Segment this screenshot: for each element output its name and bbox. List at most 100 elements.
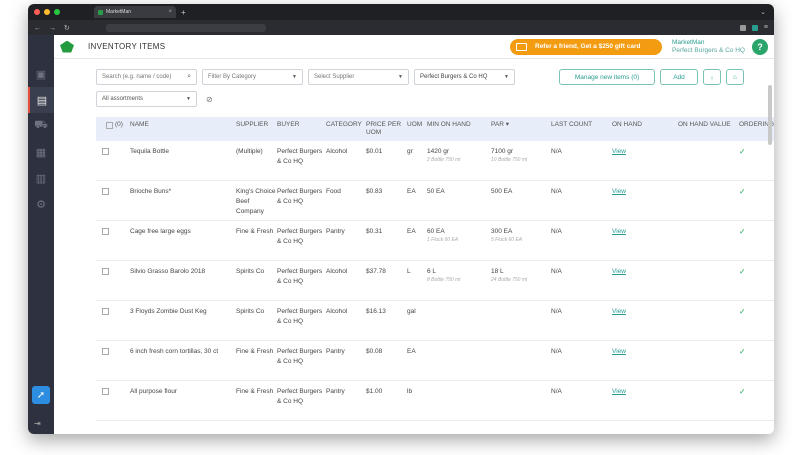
download-icon[interactable]: ↓ [703,69,721,85]
search-input[interactable]: Search (e.g. name / code) ⌕ [96,69,197,85]
item-price: $0.01 [366,148,383,155]
manage-new-items-button[interactable]: Manage new items (0) [559,69,655,85]
scrollbar[interactable] [768,85,772,145]
rocket-icon[interactable]: ➚ [32,386,50,404]
sidebar-recipes-icon[interactable]: ▦ [35,146,47,159]
item-name[interactable]: 3 Floyds Zombie Dust Keg [130,308,207,315]
view-on-hand-link[interactable]: View [612,308,626,315]
marketman-logo-icon[interactable] [60,40,74,53]
table-row[interactable]: Silvio Grasso Barolo 2018 Spirits Co Per… [96,261,774,301]
ordering-check-icon[interactable]: ✓ [739,227,746,236]
address-bar[interactable] [105,23,266,32]
view-on-hand-link[interactable]: View [612,228,626,235]
sidebar-inventory-icon[interactable]: ▤ [28,87,54,113]
sidebar-orders-icon[interactable]: ▣ [35,68,47,81]
ordering-check-icon[interactable]: ✓ [739,187,746,196]
row-checkbox[interactable] [102,148,109,155]
sidebar: ▣ ▤ ⛟ ▦ ▥ ⚙ ➚ ⇥ [28,35,54,434]
row-checkbox[interactable] [102,388,109,395]
select-all-checkbox[interactable] [106,122,113,129]
sidebar-settings-icon[interactable]: ⚙ [36,198,46,211]
extension-grid-icon[interactable] [739,24,746,31]
extension-icon[interactable] [751,24,758,31]
tab-list-chevron-icon[interactable]: ⌄ [760,9,766,16]
view-on-hand-link[interactable]: View [612,348,626,355]
menu-icon[interactable]: ≡ [763,24,768,31]
user-account[interactable]: MarketMan Perfect Burgers & Co HQ [672,39,752,55]
header-uom[interactable]: UOM [407,121,423,128]
refer-label: Refer a friend, Get a $250 gift card [535,43,641,50]
header-on-hand-value[interactable]: ON HAND VALUE [678,121,731,128]
header-category[interactable]: CATEGORY [326,121,362,128]
header-par[interactable]: PAR ▾ [491,121,509,128]
item-name[interactable]: Tequila Bottle [130,148,170,155]
maximize-window-button[interactable] [54,9,60,15]
item-supplier: Spirits Co [236,268,265,275]
table-row[interactable]: Brioche Buns* King's Choice Beef Company… [96,181,774,221]
table-row[interactable]: Tequila Bottle (Multiple) Perfect Burger… [96,141,774,181]
table-row[interactable]: 6 inch fresh corn tortillas, 30 ct Fine … [96,341,774,381]
new-tab-button[interactable]: + [181,7,186,17]
reload-icon[interactable]: ↻ [63,24,70,32]
back-arrow-icon[interactable]: ← [34,24,41,32]
view-on-hand-link[interactable]: View [612,268,626,275]
ordering-check-icon[interactable]: ✓ [739,267,746,276]
tab-close-icon[interactable]: × [168,9,172,15]
education-hat-icon[interactable]: ⌂ [726,69,744,85]
header-on-hand[interactable]: ON HAND [612,121,642,128]
item-last-count: N/A [551,188,562,195]
hidden-eye-icon[interactable]: ⊘ [206,94,213,104]
sidebar-delivery-icon[interactable]: ⛟ [34,119,48,131]
help-icon[interactable]: ? [752,38,768,55]
ordering-check-icon[interactable]: ✓ [739,307,746,316]
ordering-check-icon[interactable]: ✓ [739,147,746,156]
sidebar-reports-icon[interactable]: ▥ [35,172,47,185]
minimize-window-button[interactable] [44,9,50,15]
ordering-check-icon[interactable]: ✓ [739,387,746,396]
row-checkbox[interactable] [102,308,109,315]
header-ordering[interactable]: ORDERING [739,121,774,128]
table-row[interactable]: All purpose flour Fine & Fresh Perfect B… [96,381,774,421]
header-min[interactable]: MIN ON HAND [427,121,471,128]
category-select[interactable]: Filter By Category ▼ [202,69,303,85]
header-buyer[interactable]: BUYER [277,121,300,128]
header-supplier[interactable]: SUPPLIER [236,121,269,128]
expand-sidebar-icon[interactable]: ⇥ [34,419,41,428]
item-par [491,301,551,340]
table-row[interactable]: Cage free large eggs Fine & Fresh Perfec… [96,221,774,261]
item-min: 50 EA [427,181,491,220]
ordering-check-icon[interactable]: ✓ [739,347,746,356]
item-name[interactable]: 6 inch fresh corn tortillas, 30 ct [130,348,219,355]
row-checkbox[interactable] [102,268,109,275]
item-name[interactable]: Silvio Grasso Barolo 2018 [130,268,206,275]
item-last-count: N/A [551,228,562,235]
app-shell: ▣ ▤ ⛟ ▦ ▥ ⚙ ➚ ⇥ INVENTORY ITEMS Refer a … [28,35,774,434]
item-min: 60 EA 1 Flock 60 EA [427,221,491,260]
header-price[interactable]: PRICE PER UOM [366,121,402,136]
assortments-select[interactable]: All assortments ▼ [96,91,197,107]
supplier-select[interactable]: Select Supplier ▼ [308,69,409,85]
buyer-select[interactable]: Perfect Burgers & Co HQ ▼ [414,69,515,85]
item-name[interactable]: Cage free large eggs [130,228,191,235]
select-all-header[interactable]: (0) [96,117,130,141]
forward-arrow-icon[interactable]: → [48,24,56,32]
header-name[interactable]: NAME [130,121,149,128]
item-name[interactable]: All purpose flour [130,388,177,395]
item-uom: gal [407,308,416,315]
view-on-hand-link[interactable]: View [612,188,626,195]
view-on-hand-link[interactable]: View [612,388,626,395]
min-value: 1420 gr [427,148,450,155]
close-window-button[interactable] [34,9,40,15]
item-name[interactable]: Brioche Buns* [130,188,172,195]
item-par [491,341,551,380]
table-row[interactable]: 3 Floyds Zombie Dust Keg Spirits Co Perf… [96,301,774,341]
row-checkbox[interactable] [102,348,109,355]
add-button[interactable]: Add [660,69,698,85]
page-header: INVENTORY ITEMS Refer a friend, Get a $2… [54,35,774,59]
refer-friend-button[interactable]: Refer a friend, Get a $250 gift card [510,38,662,55]
row-checkbox[interactable] [102,228,109,235]
row-checkbox[interactable] [102,188,109,195]
header-last-count[interactable]: LAST COUNT [551,121,593,128]
browser-tab[interactable]: MarketMan × [94,6,176,18]
view-on-hand-link[interactable]: View [612,148,626,155]
